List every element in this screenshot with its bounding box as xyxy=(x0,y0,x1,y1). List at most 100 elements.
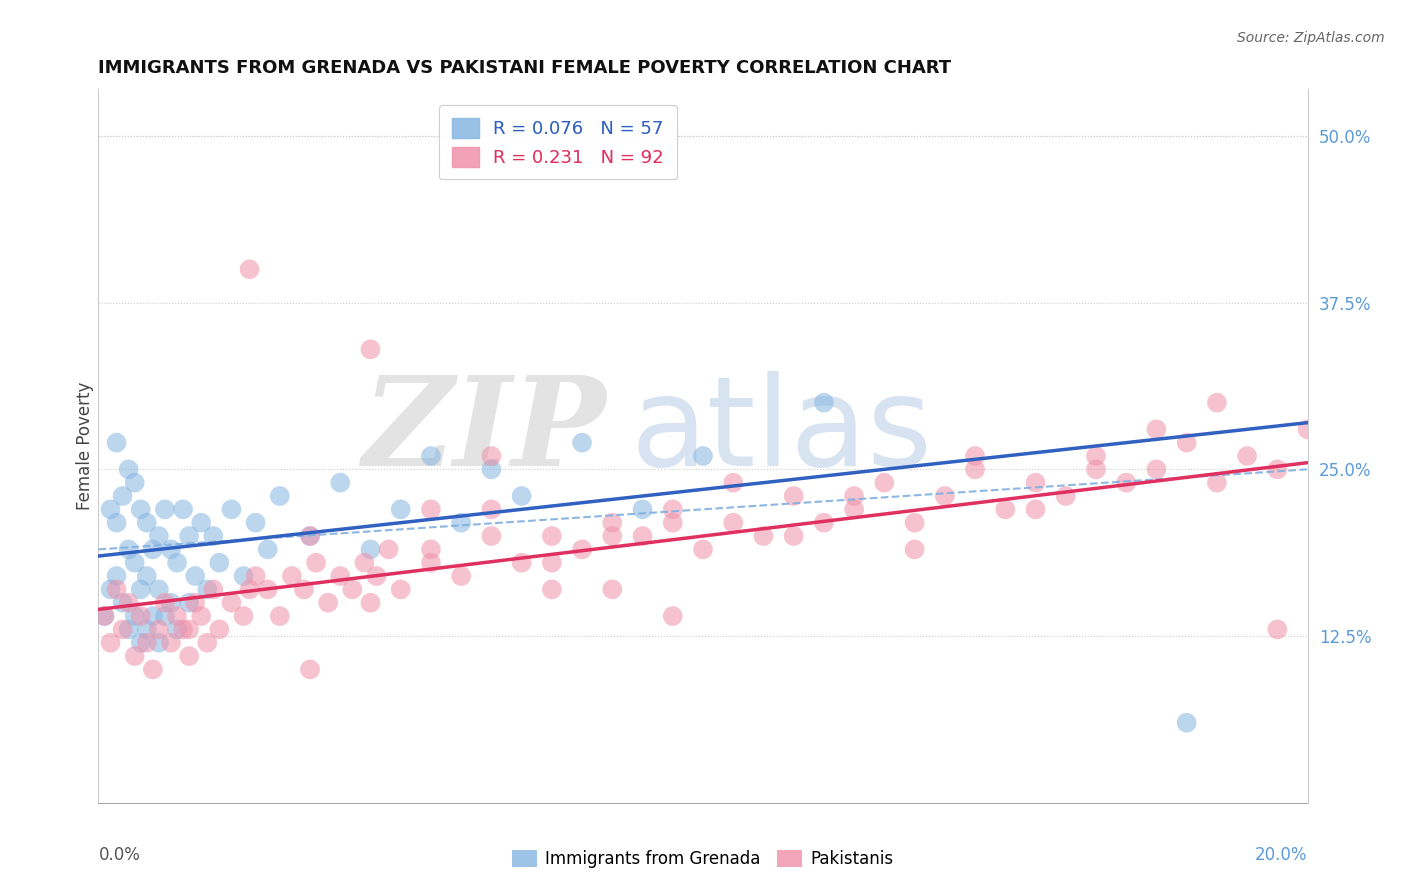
Point xyxy=(202,529,225,543)
Point xyxy=(783,489,806,503)
Point xyxy=(93,609,115,624)
Point xyxy=(420,502,443,516)
Point xyxy=(813,516,835,530)
Point xyxy=(1267,462,1289,476)
Point xyxy=(1236,449,1258,463)
Text: ZIP: ZIP xyxy=(363,371,606,492)
Point xyxy=(153,596,176,610)
Point xyxy=(723,516,745,530)
Point xyxy=(239,582,262,597)
Point xyxy=(571,542,593,557)
Point xyxy=(1296,422,1319,436)
Point xyxy=(166,609,188,624)
Point xyxy=(329,475,352,490)
Point xyxy=(135,516,157,530)
Point xyxy=(124,475,146,490)
Point xyxy=(299,529,322,543)
Point xyxy=(129,636,152,650)
Point xyxy=(481,529,503,543)
Point xyxy=(316,596,339,610)
Point xyxy=(148,636,170,650)
Point xyxy=(692,542,714,557)
Point xyxy=(100,582,122,597)
Point xyxy=(105,569,128,583)
Point xyxy=(129,582,152,597)
Point xyxy=(129,502,152,516)
Point xyxy=(142,609,165,624)
Point xyxy=(153,502,176,516)
Point xyxy=(1267,623,1289,637)
Point xyxy=(256,542,278,557)
Point xyxy=(873,475,896,490)
Point xyxy=(179,649,201,664)
Point xyxy=(245,516,267,530)
Point xyxy=(844,489,866,503)
Point xyxy=(934,489,956,503)
Point xyxy=(160,596,183,610)
Point xyxy=(602,529,624,543)
Point xyxy=(752,529,775,543)
Point xyxy=(994,502,1017,516)
Point xyxy=(202,582,225,597)
Point xyxy=(965,449,987,463)
Point xyxy=(450,516,472,530)
Point xyxy=(105,516,128,530)
Point xyxy=(190,516,212,530)
Point xyxy=(142,542,165,557)
Text: atlas: atlas xyxy=(630,371,932,492)
Point xyxy=(661,609,683,624)
Point xyxy=(172,623,194,637)
Text: Source: ZipAtlas.com: Source: ZipAtlas.com xyxy=(1237,31,1385,45)
Point xyxy=(135,569,157,583)
Point xyxy=(602,516,624,530)
Legend: Immigrants from Grenada, Pakistanis: Immigrants from Grenada, Pakistanis xyxy=(505,843,901,875)
Point xyxy=(148,529,170,543)
Point xyxy=(904,542,927,557)
Point xyxy=(148,582,170,597)
Point xyxy=(299,662,322,676)
Point xyxy=(631,529,654,543)
Text: IMMIGRANTS FROM GRENADA VS PAKISTANI FEMALE POVERTY CORRELATION CHART: IMMIGRANTS FROM GRENADA VS PAKISTANI FEM… xyxy=(98,59,952,77)
Point xyxy=(124,649,146,664)
Point xyxy=(1054,489,1077,503)
Point xyxy=(105,582,128,597)
Point xyxy=(723,475,745,490)
Point xyxy=(1175,715,1198,730)
Point xyxy=(93,609,115,624)
Point xyxy=(389,502,412,516)
Point xyxy=(904,516,927,530)
Point xyxy=(179,529,201,543)
Point xyxy=(1085,462,1108,476)
Point xyxy=(221,502,243,516)
Point xyxy=(135,623,157,637)
Point xyxy=(661,516,683,530)
Point xyxy=(232,609,254,624)
Point xyxy=(129,609,152,624)
Y-axis label: Female Poverty: Female Poverty xyxy=(76,382,94,510)
Point xyxy=(389,582,412,597)
Point xyxy=(692,449,714,463)
Point xyxy=(195,636,218,650)
Point xyxy=(153,609,176,624)
Point xyxy=(208,623,231,637)
Point xyxy=(540,556,562,570)
Point xyxy=(1115,475,1137,490)
Point xyxy=(510,489,533,503)
Point xyxy=(118,542,141,557)
Point xyxy=(292,582,315,597)
Point xyxy=(353,556,375,570)
Point xyxy=(329,569,352,583)
Point xyxy=(844,502,866,516)
Point xyxy=(142,662,165,676)
Point xyxy=(111,489,134,503)
Point xyxy=(1144,422,1167,436)
Point xyxy=(232,569,254,583)
Point xyxy=(269,609,291,624)
Point xyxy=(166,623,188,637)
Point xyxy=(360,542,382,557)
Point xyxy=(105,435,128,450)
Point xyxy=(783,529,806,543)
Point xyxy=(184,596,207,610)
Point xyxy=(342,582,364,597)
Text: 20.0%: 20.0% xyxy=(1256,846,1308,863)
